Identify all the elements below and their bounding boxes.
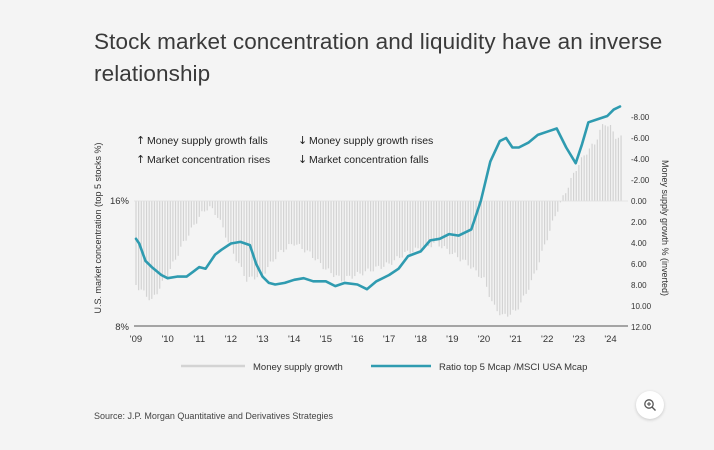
annotation-text: Market concentration falls <box>309 154 429 166</box>
arrow-down-icon: ↓ <box>298 134 307 147</box>
x-tick-label: '13 <box>256 334 268 345</box>
x-tick-label: '17 <box>383 334 395 345</box>
right-tick-label: -2.00 <box>631 176 650 185</box>
concentration-line <box>134 105 622 291</box>
left-axis-title: U.S. market concentration (top 5 stocks … <box>93 142 103 313</box>
x-tick-label: '18 <box>415 334 427 345</box>
annotations: ↑ Money supply growth falls↑ Market concen… <box>136 134 433 166</box>
x-tick-label: '16 <box>351 334 363 345</box>
zoom-button[interactable] <box>636 391 664 419</box>
x-tick-label: '11 <box>193 334 205 345</box>
chart-area: '09 '10 '11 '12 '13 '14 '15 '16 '17 '18 '19 '20 '21 '… <box>93 105 670 373</box>
x-tick-label: '24 <box>604 334 616 345</box>
axis-lines <box>134 200 628 327</box>
left-tick-label: 16% <box>110 196 130 207</box>
right-tick-label: 0.00 <box>631 197 647 206</box>
right-tick-label: 12.00 <box>631 323 652 332</box>
annotation-text: Money supply growth falls <box>147 135 268 147</box>
arrow-down-icon: ↓ <box>298 153 307 166</box>
legend: Money supply growth Ratio top 5 Mcap /MSC… <box>181 362 587 373</box>
right-tick-label: -8.00 <box>631 113 650 122</box>
x-tick-label: '09 <box>130 334 142 345</box>
legend-label-bars: Money supply growth <box>253 362 343 373</box>
annotation-text: Market concentration rises <box>147 154 270 166</box>
x-tick-label: '10 <box>161 334 173 345</box>
x-tick-label: '15 <box>320 334 332 345</box>
x-tick-label: '12 <box>225 334 237 345</box>
right-tick-label: 2.00 <box>631 218 647 227</box>
right-tick-label: -6.00 <box>631 134 650 143</box>
x-tick-label: '14 <box>288 334 300 345</box>
x-tick-label: '20 <box>478 334 490 345</box>
right-tick-label: 4.00 <box>631 239 647 248</box>
right-tick-label: -4.00 <box>631 155 650 164</box>
axis-labels: '09 '10 '11 '12 '13 '14 '15 '16 '17 '18 '19 '20 '21 '… <box>93 113 670 345</box>
left-tick-label: 8% <box>115 322 129 333</box>
x-tick-label: '21 <box>509 334 521 345</box>
right-tick-label: 8.00 <box>631 281 647 290</box>
right-axis-title: Money supply growth % (inverted) <box>660 160 670 296</box>
source-note: Source: J.P. Morgan Quantitative and Der… <box>94 411 333 421</box>
arrow-up-icon: ↑ <box>136 134 145 147</box>
right-tick-label: 6.00 <box>631 260 647 269</box>
x-tick-label: '19 <box>446 334 458 345</box>
concentration-line-group <box>134 105 622 291</box>
x-tick-label: '22 <box>541 334 553 345</box>
money-supply-bars <box>135 124 622 317</box>
chart-title: Stock market concentration and liquidity… <box>94 29 663 86</box>
annotation-text: Money supply growth rises <box>309 135 433 147</box>
zoom-in-icon <box>644 399 656 411</box>
right-tick-label: 10.00 <box>631 302 652 311</box>
arrow-up-icon: ↑ <box>136 153 145 166</box>
legend-label-line: Ratio top 5 Mcap /MSCI USA Mcap <box>439 362 587 373</box>
x-tick-label: '23 <box>573 334 585 345</box>
